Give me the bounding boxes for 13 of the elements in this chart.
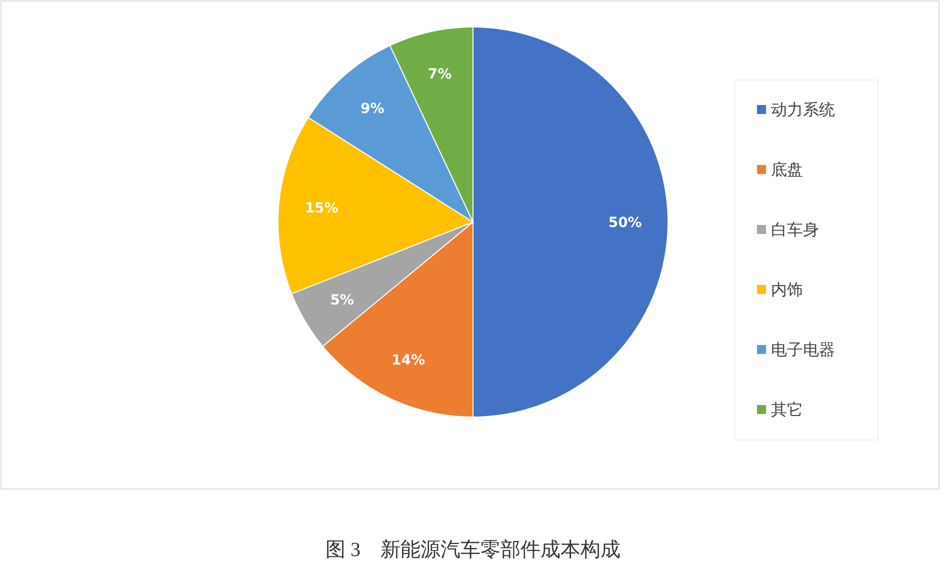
legend-label: 白车身 bbox=[771, 220, 819, 239]
data-label: 7% bbox=[428, 66, 452, 83]
data-label: 9% bbox=[360, 100, 384, 117]
data-label: 15% bbox=[304, 200, 338, 217]
data-label: 14% bbox=[391, 352, 425, 369]
legend-label: 其它 bbox=[771, 400, 803, 419]
legend-label: 电子电器 bbox=[771, 340, 835, 359]
legend-label: 内饰 bbox=[771, 280, 803, 299]
data-label: 50% bbox=[608, 215, 642, 231]
text: 图 3 新能源汽车零部件成本构成 bbox=[326, 539, 620, 561]
legend-label: 底盘 bbox=[771, 160, 803, 179]
data-label: 5% bbox=[330, 292, 354, 308]
legend-label: 动力系统 bbox=[771, 100, 835, 119]
